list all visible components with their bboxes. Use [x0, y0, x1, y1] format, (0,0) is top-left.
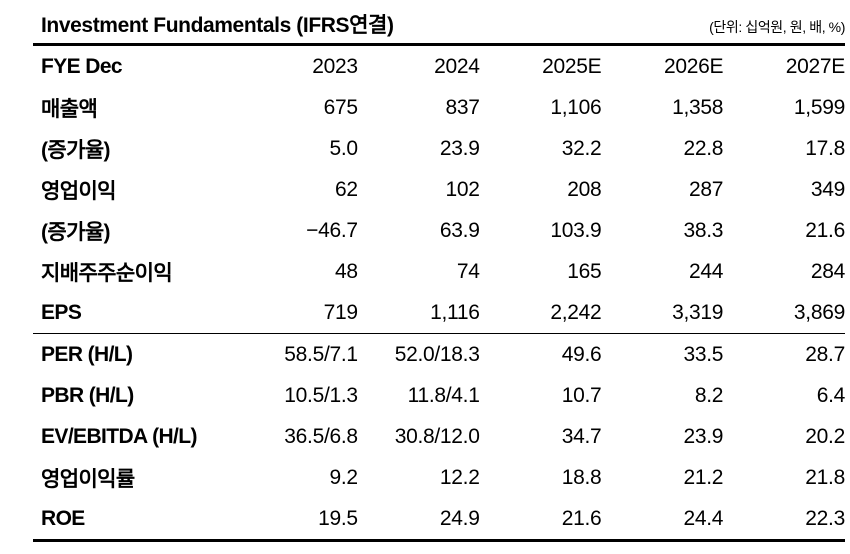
cell-value: 21.2 — [683, 465, 724, 489]
table-row: 영업이익률 9.2 12.2 18.8 21.2 21.8 — [33, 457, 845, 498]
cell-value: 8.2 — [694, 383, 724, 407]
column-header: 2027E — [785, 54, 846, 78]
cell-value: 9.2 — [329, 465, 359, 489]
cell-value: 20.2 — [805, 424, 845, 448]
table-row: PBR (H/L) 10.5/1.3 11.8/4.1 10.7 8.2 6.4 — [33, 375, 845, 416]
cell-value: 17.8 — [805, 136, 845, 160]
cell-value: 18.8 — [561, 465, 602, 489]
table-row: EPS 719 1,116 2,242 3,319 3,869 — [33, 292, 845, 333]
cell-value: 22.8 — [683, 136, 724, 160]
column-header: FYE Dec — [41, 54, 123, 78]
table-row: (증가율) 5.0 23.9 32.2 22.8 17.8 — [33, 128, 845, 169]
row-label: EPS — [41, 300, 82, 324]
cell-value: 719 — [323, 300, 358, 324]
unit-note: (단위: 십억원, 원, 배, %) — [709, 19, 845, 35]
cell-value: 24.4 — [683, 506, 724, 530]
table-row: ROE 19.5 24.9 21.6 24.4 22.3 — [33, 498, 845, 539]
cell-value: 58.5/7.1 — [284, 342, 358, 366]
table-title-row: Investment Fundamentals (IFRS연결) (단위: 십억… — [33, 9, 845, 46]
cell-value: 63.9 — [439, 218, 480, 242]
table-row: 지배주주순이익 48 74 165 244 284 — [33, 251, 845, 292]
cell-value: 38.3 — [683, 218, 724, 242]
row-label: EV/EBITDA (H/L) — [41, 424, 197, 448]
cell-value: 21.8 — [805, 465, 845, 489]
row-label: 영업이익률 — [41, 467, 135, 491]
cell-value: 103.9 — [550, 218, 602, 242]
cell-value: 36.5/6.8 — [284, 424, 358, 448]
table-row: EV/EBITDA (H/L) 36.5/6.8 30.8/12.0 34.7 23.9… — [33, 416, 845, 457]
row-label: PBR (H/L) — [41, 383, 134, 407]
cell-value: 284 — [810, 259, 845, 283]
cell-value: 23.9 — [683, 424, 724, 448]
row-label: 매출액 — [41, 97, 98, 121]
table-title: Investment Fundamentals (IFRS연결) — [41, 14, 394, 37]
column-header: 2024 — [434, 54, 480, 78]
row-label: PER (H/L) — [41, 342, 133, 366]
cell-value: 165 — [567, 259, 602, 283]
cell-value: 32.2 — [561, 136, 602, 160]
cell-value: 10.7 — [561, 383, 602, 407]
cell-value: 52.0/18.3 — [394, 342, 480, 366]
cell-value: 837 — [445, 95, 480, 119]
cell-value: 30.8/12.0 — [394, 424, 480, 448]
cell-value: 11.8/4.1 — [407, 383, 480, 407]
table-row: 매출액 675 837 1,106 1,358 1,599 — [33, 87, 845, 128]
cell-value: 21.6 — [805, 218, 845, 242]
cell-value: 48 — [335, 259, 358, 283]
cell-value: 2,242 — [550, 300, 602, 324]
table-section-upper: 매출액 675 837 1,106 1,358 1,599 (증가율) 5.0 23.9 32.2… — [33, 87, 845, 333]
cell-value: 74 — [456, 259, 480, 283]
cell-value: 244 — [689, 259, 724, 283]
cell-value: 12.2 — [439, 465, 480, 489]
column-header: 2026E — [663, 54, 724, 78]
cell-value: 349 — [810, 177, 845, 201]
cell-value: 5.0 — [329, 136, 359, 160]
cell-value: 10.5/1.3 — [284, 383, 358, 407]
row-label: ROE — [41, 506, 85, 530]
table-body: FYE Dec 2023 2024 2025E 2026E 2027E 매출액 675 837… — [33, 46, 845, 542]
table-header-row: FYE Dec 2023 2024 2025E 2026E 2027E — [33, 46, 845, 87]
column-header: 2025E — [542, 54, 602, 78]
cell-value: 33.5 — [683, 342, 724, 366]
cell-value: 62 — [335, 177, 358, 201]
cell-value: 22.3 — [805, 506, 845, 530]
cell-value: 102 — [445, 177, 480, 201]
cell-value: 675 — [323, 95, 358, 119]
row-label: (증가율) — [41, 138, 111, 162]
row-label: 영업이익 — [41, 179, 116, 203]
cell-value: 24.9 — [439, 506, 480, 530]
cell-value: 21.6 — [561, 506, 602, 530]
cell-value: 6.4 — [816, 383, 846, 407]
cell-value: 28.7 — [805, 342, 845, 366]
cell-value: 1,599 — [793, 95, 845, 119]
cell-value: −46.7 — [306, 218, 358, 242]
cell-value: 1,358 — [672, 95, 724, 119]
cell-value: 1,106 — [550, 95, 602, 119]
column-header: 2023 — [312, 54, 358, 78]
row-label: 지배주주순이익 — [41, 261, 173, 285]
table-section-lower: PER (H/L) 58.5/7.1 52.0/18.3 49.6 33.5 28.7 PB… — [33, 333, 845, 539]
table-row: 영업이익 62 102 208 287 349 — [33, 169, 845, 210]
row-label: (증가율) — [41, 220, 111, 244]
cell-value: 1,116 — [430, 300, 480, 324]
cell-value: 287 — [689, 177, 724, 201]
cell-value: 3,869 — [793, 300, 845, 324]
investment-fundamentals-table: Investment Fundamentals (IFRS연결) (단위: 십억… — [33, 9, 845, 542]
table-row: PER (H/L) 58.5/7.1 52.0/18.3 49.6 33.5 28.7 — [33, 334, 845, 375]
cell-value: 208 — [567, 177, 602, 201]
cell-value: 19.5 — [318, 506, 358, 530]
cell-value: 3,319 — [672, 300, 724, 324]
cell-value: 34.7 — [561, 424, 602, 448]
table-row: (증가율) −46.7 63.9 103.9 38.3 21.6 — [33, 210, 845, 251]
cell-value: 23.9 — [439, 136, 480, 160]
cell-value: 49.6 — [561, 342, 602, 366]
